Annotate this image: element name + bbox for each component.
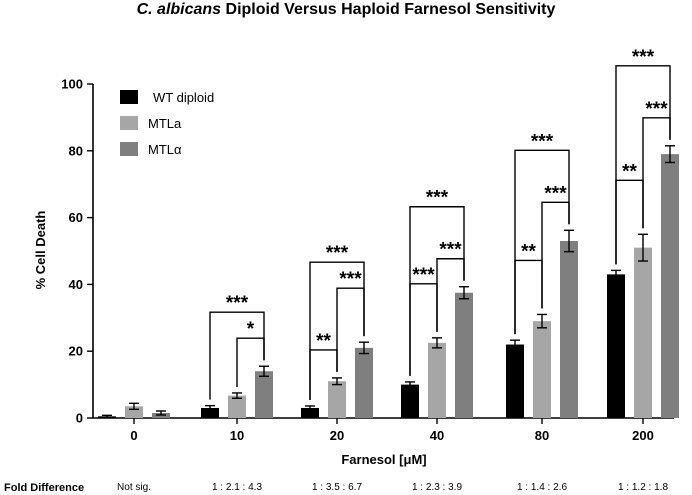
bar (428, 342, 446, 418)
x-tick-label: 200 (632, 428, 654, 443)
bar (455, 292, 473, 418)
y-tick-label: 40 (69, 277, 83, 292)
bar (401, 384, 419, 418)
bar (255, 371, 273, 418)
fold-difference-value: 1 : 2.3 : 3.9 (412, 482, 462, 493)
significance-label: *** (439, 240, 462, 261)
x-tick-label: 0 (130, 428, 137, 443)
x-tick-label: 80 (535, 428, 549, 443)
x-axis-label-suffix: ] (422, 452, 426, 467)
y-tick-label: 20 (69, 344, 83, 359)
x-axis-label: Farnesol [μM] (341, 452, 426, 467)
significance-label: *** (632, 47, 655, 68)
significance-label: *** (645, 99, 668, 120)
significance-label: ** (316, 331, 331, 352)
significance-label: *** (412, 265, 435, 286)
bar (607, 274, 625, 418)
legend: WT diploid MTLa MTLα (120, 90, 214, 157)
significance-bracket (514, 149, 570, 335)
significance-label: *** (339, 269, 362, 290)
bar (533, 321, 551, 418)
significance-label: *** (544, 183, 567, 204)
x-axis-label-unit: μM (403, 452, 422, 467)
significance-label: *** (326, 243, 349, 264)
fold-difference-value: 1 : 2.1 : 4.3 (212, 482, 262, 493)
significance-label: *** (426, 188, 449, 209)
significance-bracket (309, 261, 365, 400)
significance-bracket (209, 311, 265, 400)
bar (661, 154, 679, 418)
bar (328, 381, 346, 418)
legend-label: WT diploid (153, 90, 214, 105)
fold-difference-value: 1 : 1.2 : 1.8 (618, 482, 668, 493)
significance-label: *** (226, 293, 249, 314)
x-tick-label: 20 (330, 428, 344, 443)
chart-title: C. albicans Diploid Versus Haploid Farne… (137, 1, 556, 18)
significance-label: ** (622, 161, 637, 182)
x-tick-label: 40 (430, 428, 444, 443)
legend-swatch (120, 116, 138, 130)
chart-title-rest: Diploid Versus Haploid Farnesol Sensitiv… (221, 1, 555, 18)
fold-difference-label: Fold Difference (4, 482, 84, 494)
fold-difference-value: 1 : 3.5 : 6.7 (312, 482, 362, 493)
significance-bracket (409, 206, 465, 376)
legend-swatch (120, 142, 138, 156)
bar (301, 407, 319, 418)
legend-label: MTLα (148, 142, 182, 157)
y-axis-label: % Cell Death (33, 211, 48, 290)
legend-label: MTLa (148, 116, 182, 131)
fold-difference-value: 1 : 1.4 : 2.6 (517, 482, 567, 493)
bar (506, 344, 524, 418)
significance-bracket (615, 65, 671, 265)
significance-label: ** (521, 241, 536, 262)
x-tick-label: 10 (230, 428, 244, 443)
bar (201, 407, 219, 418)
bar (228, 395, 246, 418)
fold-difference-value: Not sig. (117, 482, 151, 493)
y-tick-label: 100 (61, 77, 83, 92)
chart-title-italic: C. albicans (137, 1, 222, 18)
bar (560, 240, 578, 418)
legend-swatch (120, 90, 138, 104)
significance-label: *** (531, 131, 554, 152)
bar (125, 406, 143, 418)
bar (634, 247, 652, 418)
y-tick-label: 0 (76, 411, 83, 426)
y-tick-label: 60 (69, 210, 83, 225)
x-axis-label-prefix: Farnesol [ (341, 452, 404, 467)
significance-label: * (247, 319, 255, 340)
bar (355, 347, 373, 418)
y-tick-label: 80 (69, 143, 83, 158)
